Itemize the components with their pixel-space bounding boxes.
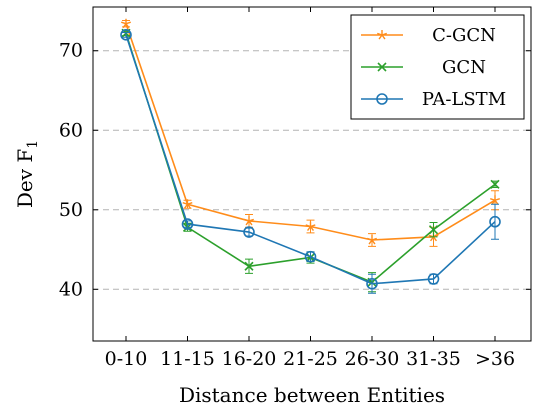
- star-marker: [121, 18, 131, 29]
- legend-item-pa-lstm: PA-LSTM: [361, 89, 506, 110]
- circle-marker: [366, 277, 378, 290]
- legend-label: PA-LSTM: [422, 89, 506, 110]
- y-tick-label: 50: [59, 199, 83, 221]
- y-axis-label: Dev F1: [13, 140, 41, 208]
- y-tick-label: 60: [59, 119, 83, 141]
- x-marker: [244, 261, 254, 271]
- circle-marker: [427, 273, 440, 285]
- circle-marker: [376, 93, 388, 105]
- star-marker: [377, 30, 387, 40]
- axis-ticks: 40 50 60 70 0-10 11-15 16-20 21-25 26-30 31-35 >36: [59, 7, 531, 370]
- x-tick-label: 21-25: [283, 348, 338, 370]
- y-tick-label: 40: [59, 278, 83, 300]
- legend-label: GCN: [442, 57, 486, 78]
- error-bar: [491, 203, 499, 240]
- legend-label: C-GCN: [432, 25, 496, 46]
- circle-marker: [489, 215, 501, 228]
- legend-item-c-gcn: C-GCN: [361, 25, 496, 46]
- legend: C-GCN GCN PA-LSTM: [350, 14, 525, 120]
- x-tick-label: 16-20: [222, 348, 277, 370]
- star-marker: [367, 235, 377, 245]
- plot-frame: [92, 6, 532, 342]
- star-marker: [305, 221, 316, 231]
- x-tick-label: 26-30: [345, 348, 400, 370]
- error-bar: [368, 273, 376, 294]
- circle-marker: [120, 29, 132, 41]
- star-marker: [490, 195, 500, 205]
- x-tick-label: 11-15: [160, 348, 215, 370]
- y-axis-label-main: Dev F: [13, 149, 37, 209]
- x-tick-label: 31-35: [406, 348, 461, 370]
- y-tick-label: 70: [59, 40, 83, 62]
- x-tick-label: 0-10: [105, 348, 148, 370]
- series-pa-lstm: [120, 29, 501, 294]
- error-bar: [183, 220, 192, 228]
- x-marker: [490, 179, 500, 189]
- x-marker: [377, 62, 387, 72]
- circle-marker: [304, 250, 317, 263]
- circle-marker: [243, 226, 255, 238]
- star-marker: [182, 199, 193, 209]
- y-axis-label-subscript: 1: [25, 140, 41, 149]
- x-tick-label: >36: [475, 348, 515, 370]
- x-axis-label: Distance between Entities: [179, 383, 445, 407]
- legend-item-gcn: GCN: [361, 57, 486, 78]
- x-marker: [428, 225, 439, 235]
- star-marker: [244, 215, 254, 226]
- error-bar: [122, 31, 130, 38]
- circle-marker: [181, 218, 194, 230]
- series-layer: [120, 18, 501, 294]
